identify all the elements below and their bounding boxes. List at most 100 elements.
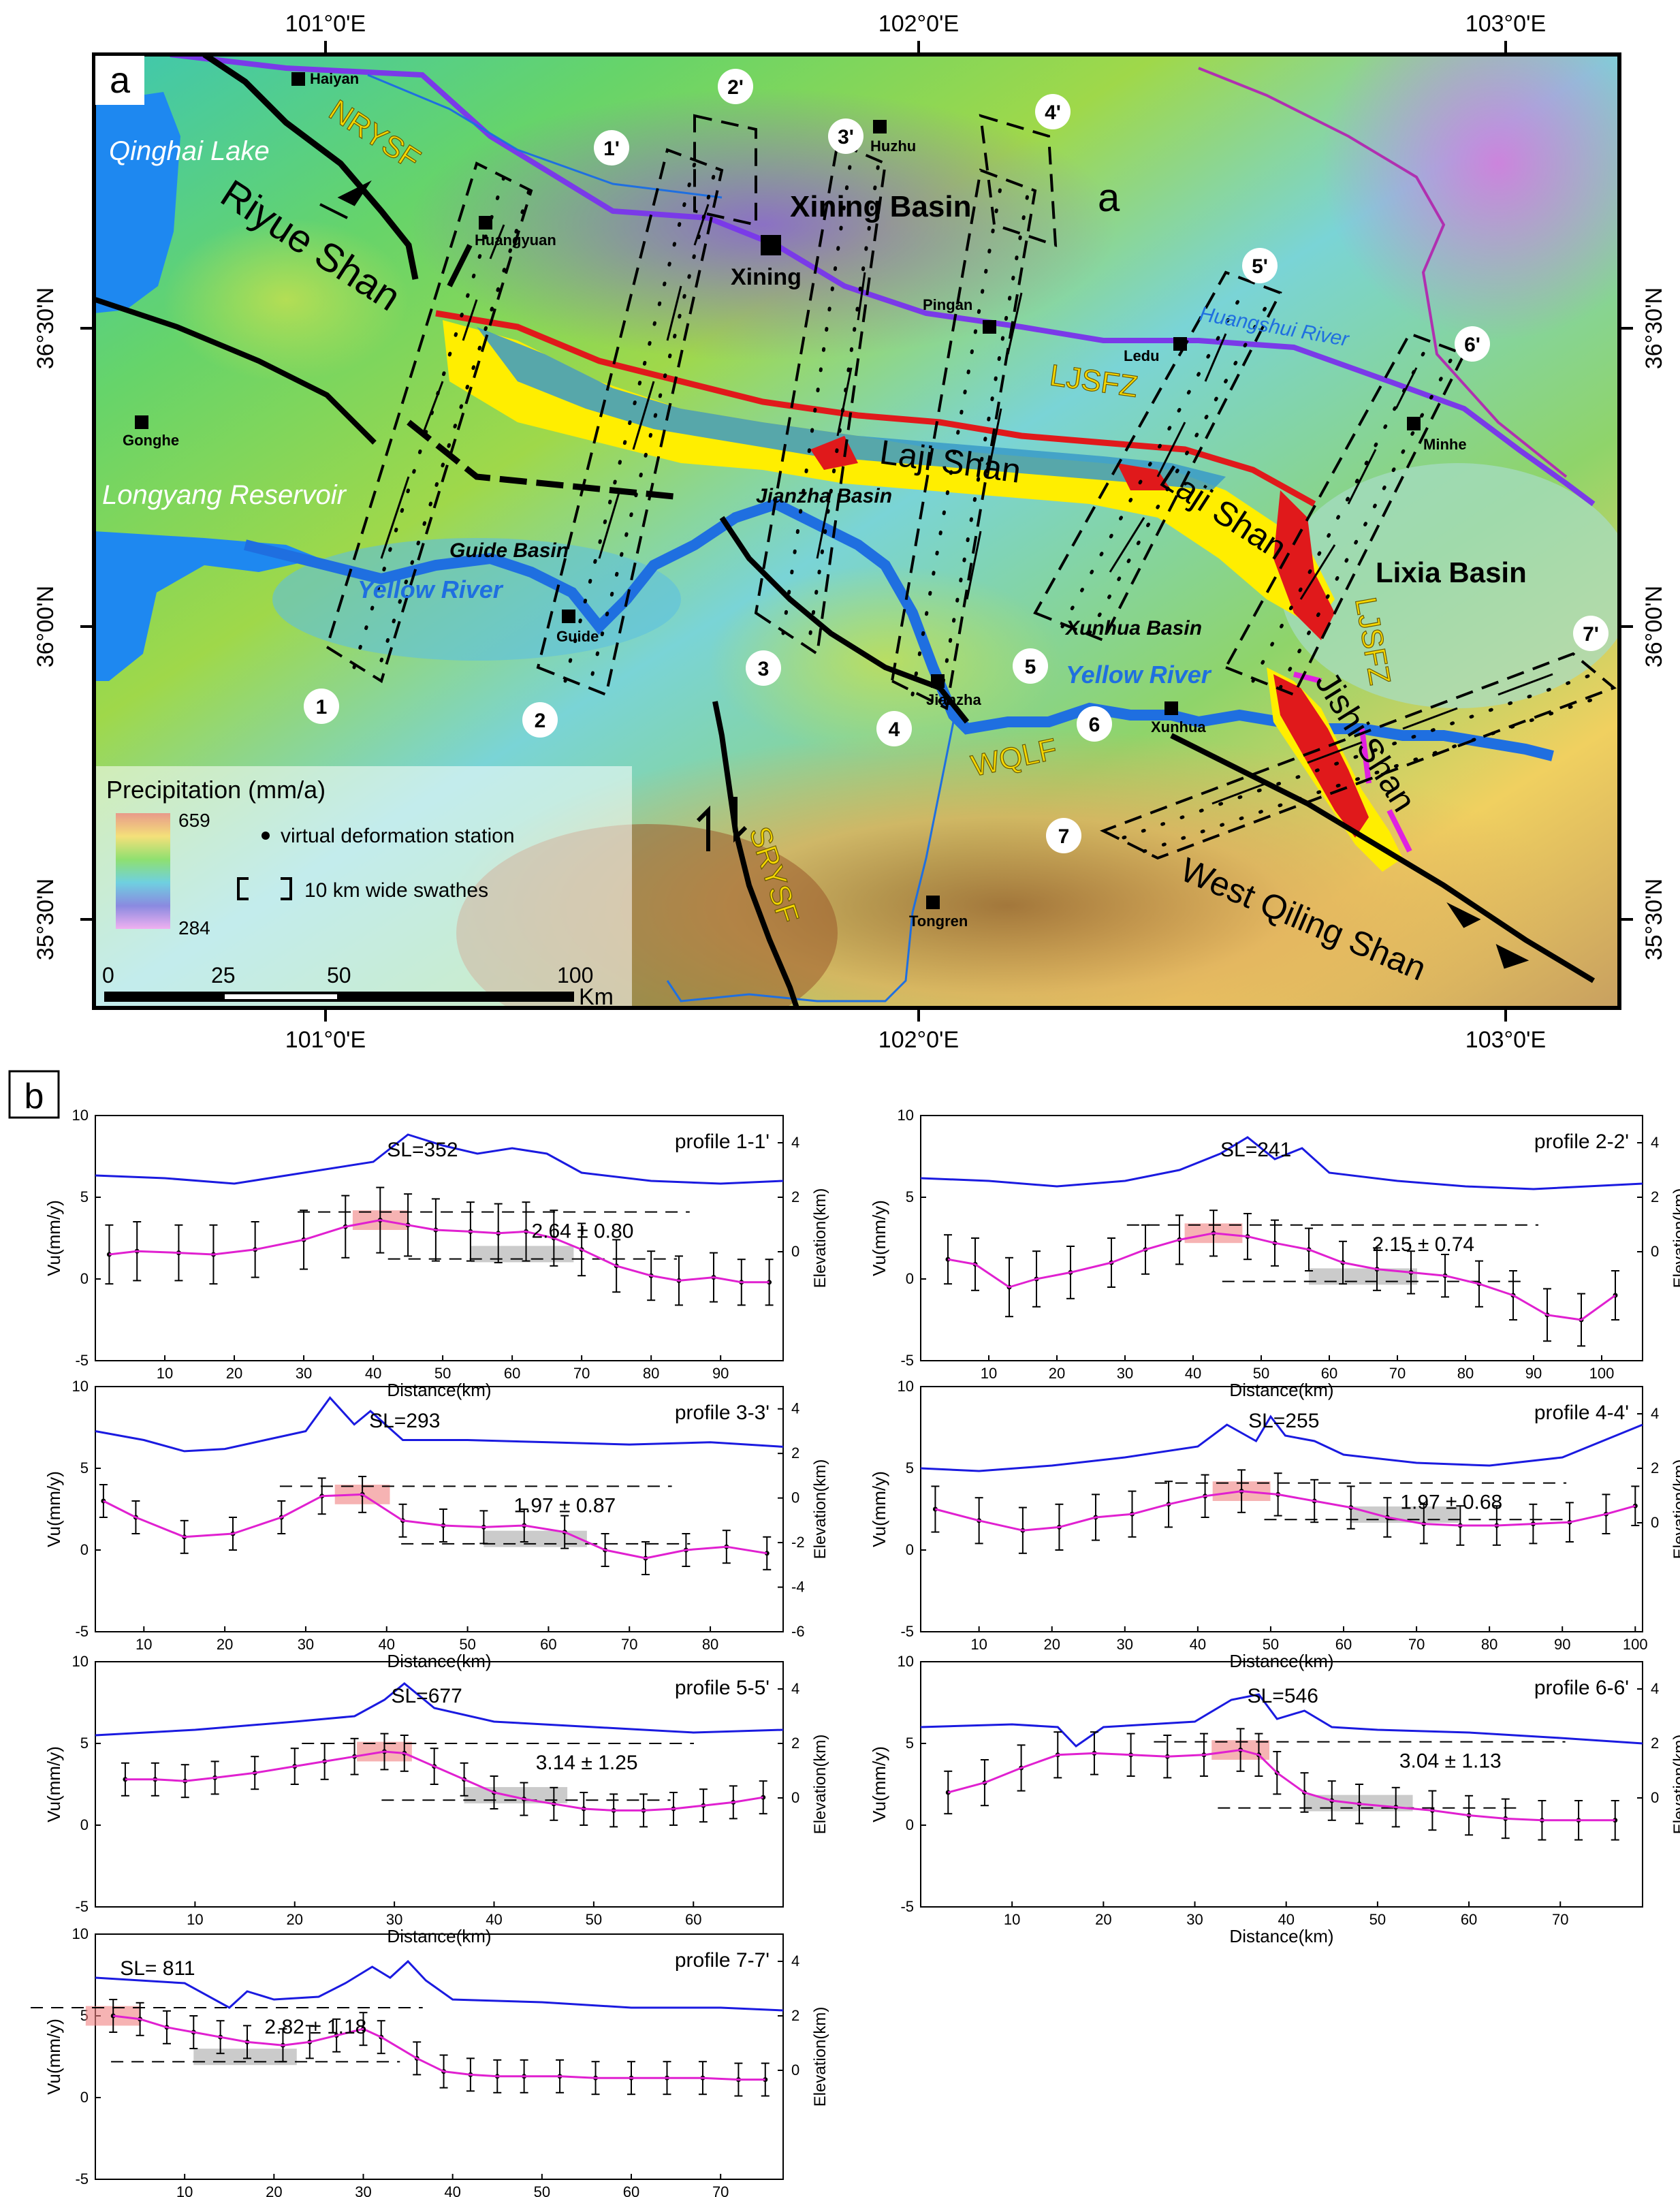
plot-frame	[920, 1115, 1643, 1361]
x-tick-label: 70	[1408, 1636, 1425, 1653]
profile-1-end: 1'	[594, 130, 629, 165]
map-legend: Precipitation (mm/a) 659 284 virtual def…	[94, 766, 632, 1010]
plot-frame	[95, 1115, 784, 1361]
x-tick-label: 40	[1278, 1911, 1294, 1928]
y-tick-label: 5	[906, 1735, 914, 1752]
x-tick-label: 10	[1004, 1911, 1020, 1928]
y2-tick-label: -4	[791, 1579, 805, 1596]
y-axis-label: Vu(mm/y)	[44, 1200, 64, 1276]
huangyuan-marker	[479, 216, 492, 230]
x-tick-label: 50	[1253, 1365, 1269, 1382]
x-tick-label: 70	[573, 1365, 590, 1382]
longyang-reservoir	[94, 531, 320, 681]
y2-tick-label: 0	[1651, 1243, 1659, 1260]
y-tick-label: -5	[75, 1898, 89, 1915]
label-xining: Xining	[731, 264, 802, 290]
profile-5-start: 5	[1013, 648, 1048, 684]
svg-text:6: 6	[1089, 714, 1100, 736]
label-xunhua-basin: Xunhua Basin	[1064, 617, 1202, 639]
y2-axis-label: Elevation(km)	[811, 1459, 829, 1560]
y-tick-label: 0	[906, 1270, 914, 1287]
pingan-marker	[983, 320, 996, 334]
y-tick-label: 0	[80, 2089, 89, 2106]
rate-label: 2.82 ± 1.18	[264, 2016, 366, 2038]
lon-bottom-103: 103°0'E	[1465, 1027, 1546, 1053]
scalebar-tick-50: 50	[327, 963, 351, 987]
y-tick-label: 0	[80, 1816, 89, 1833]
vu-fit-line	[947, 1232, 1616, 1321]
xining-basin-low	[409, 89, 1117, 361]
profile-6-end: 6'	[1455, 326, 1490, 362]
scalebar-tick-0: 0	[102, 963, 114, 987]
y-tick-label: -5	[75, 1623, 89, 1640]
y-tick-label: 10	[72, 1653, 89, 1670]
laji-shan-red-unit	[435, 310, 1316, 507]
label-tongren: Tongren	[909, 913, 968, 930]
label-xining-basin-a: a	[1098, 176, 1120, 220]
vu-fit-line	[935, 1490, 1636, 1532]
x-tick-label: 60	[540, 1636, 556, 1653]
y2-axis-label: Elevation(km)	[1670, 1188, 1680, 1289]
label-guide: Guide	[556, 628, 599, 645]
vu-fit-line	[103, 1493, 767, 1560]
y2-tick-label: 2	[791, 1188, 799, 1205]
svg-text:6': 6'	[1464, 334, 1480, 356]
profile-chart-4: 10 20 30 40 50 60 70 80 90 100-50510420Distance(k…	[869, 1378, 1680, 1671]
profile-chart-7: 10203040506070-50510420Distance(km)Vu(mm…	[31, 1925, 829, 2197]
rate-label: 1.97 ± 0.87	[513, 1494, 616, 1517]
northeast-high-precip	[1321, 54, 1619, 341]
x-tick-label: 10	[187, 1911, 203, 1928]
x-tick-label: 40	[1190, 1636, 1206, 1653]
scalebar-unit: Km	[579, 984, 614, 1010]
scalebar-tick-100: 100	[557, 963, 593, 987]
y2-axis-label: Elevation(km)	[811, 2007, 829, 2107]
srysf-fault	[712, 701, 799, 1008]
label-huangyuan: Huangyuan	[475, 232, 556, 249]
nrysf-fault	[202, 54, 419, 280]
elevation-line	[920, 1136, 1643, 1190]
jishi-shan-red-unit	[1273, 674, 1369, 838]
x-tick-label: 70	[1389, 1365, 1406, 1382]
label-ledu: Ledu	[1124, 347, 1160, 364]
gonghe-marker	[135, 415, 148, 429]
y2-tick-label: 2	[1651, 1188, 1659, 1205]
xunhua-marker	[1164, 701, 1178, 715]
lat-left-3630: 36°30'N	[33, 287, 59, 369]
profile-title: profile 3-3'	[675, 1402, 770, 1424]
lon-top-102: 102°0'E	[878, 11, 959, 37]
guide-basin-fault	[407, 420, 682, 501]
sl-label: SL= 811	[120, 1957, 195, 1980]
x-tick-label: 50	[434, 1365, 451, 1382]
profile-title: profile 6-6'	[1534, 1677, 1629, 1699]
x-tick-label: 30	[386, 1911, 402, 1928]
x-tick-label: 90	[712, 1365, 729, 1382]
x-tick-label: 40	[1185, 1365, 1201, 1382]
label-xunhua: Xunhua	[1151, 718, 1206, 736]
y2-tick-label: 0	[791, 1243, 799, 1260]
profile-3-start: 3	[746, 650, 781, 686]
profile-4-start: 4	[876, 711, 912, 746]
panel-b-box	[8, 1070, 60, 1119]
y2-tick-label: 0	[1651, 1789, 1659, 1806]
low-highlight	[470, 1246, 574, 1263]
x-tick-label: 30	[1117, 1365, 1133, 1382]
y-tick-label: 10	[898, 1107, 914, 1124]
x-tick-label: 10	[176, 2183, 193, 2197]
x-tick-label: 20	[226, 1365, 242, 1382]
x-tick-label: 30	[1186, 1911, 1203, 1928]
elevation-line	[920, 1414, 1643, 1472]
x-tick-label: 30	[298, 1636, 314, 1653]
y2-tick-label: 4	[791, 1680, 799, 1697]
y-axis-label: Vu(mm/y)	[869, 1746, 889, 1822]
x-tick-label: 60	[685, 1911, 701, 1928]
label-guide-basin: Guide Basin	[449, 539, 569, 562]
label-jianzha-basin: Jianzha Basin	[756, 485, 892, 507]
map-panel: Haiyan Huangyuan Huzhu Xining Pingan Led…	[33, 11, 1667, 1053]
x-tick-label: 50	[459, 1636, 475, 1653]
svg-text:3': 3'	[838, 126, 854, 148]
lat-left-3530: 35°30'N	[33, 879, 59, 960]
qinghai-lake	[94, 92, 180, 313]
elevation-line	[95, 1959, 784, 2012]
y-tick-label: 0	[906, 1816, 914, 1833]
rate-label: 3.14 ± 1.25	[536, 1752, 638, 1774]
